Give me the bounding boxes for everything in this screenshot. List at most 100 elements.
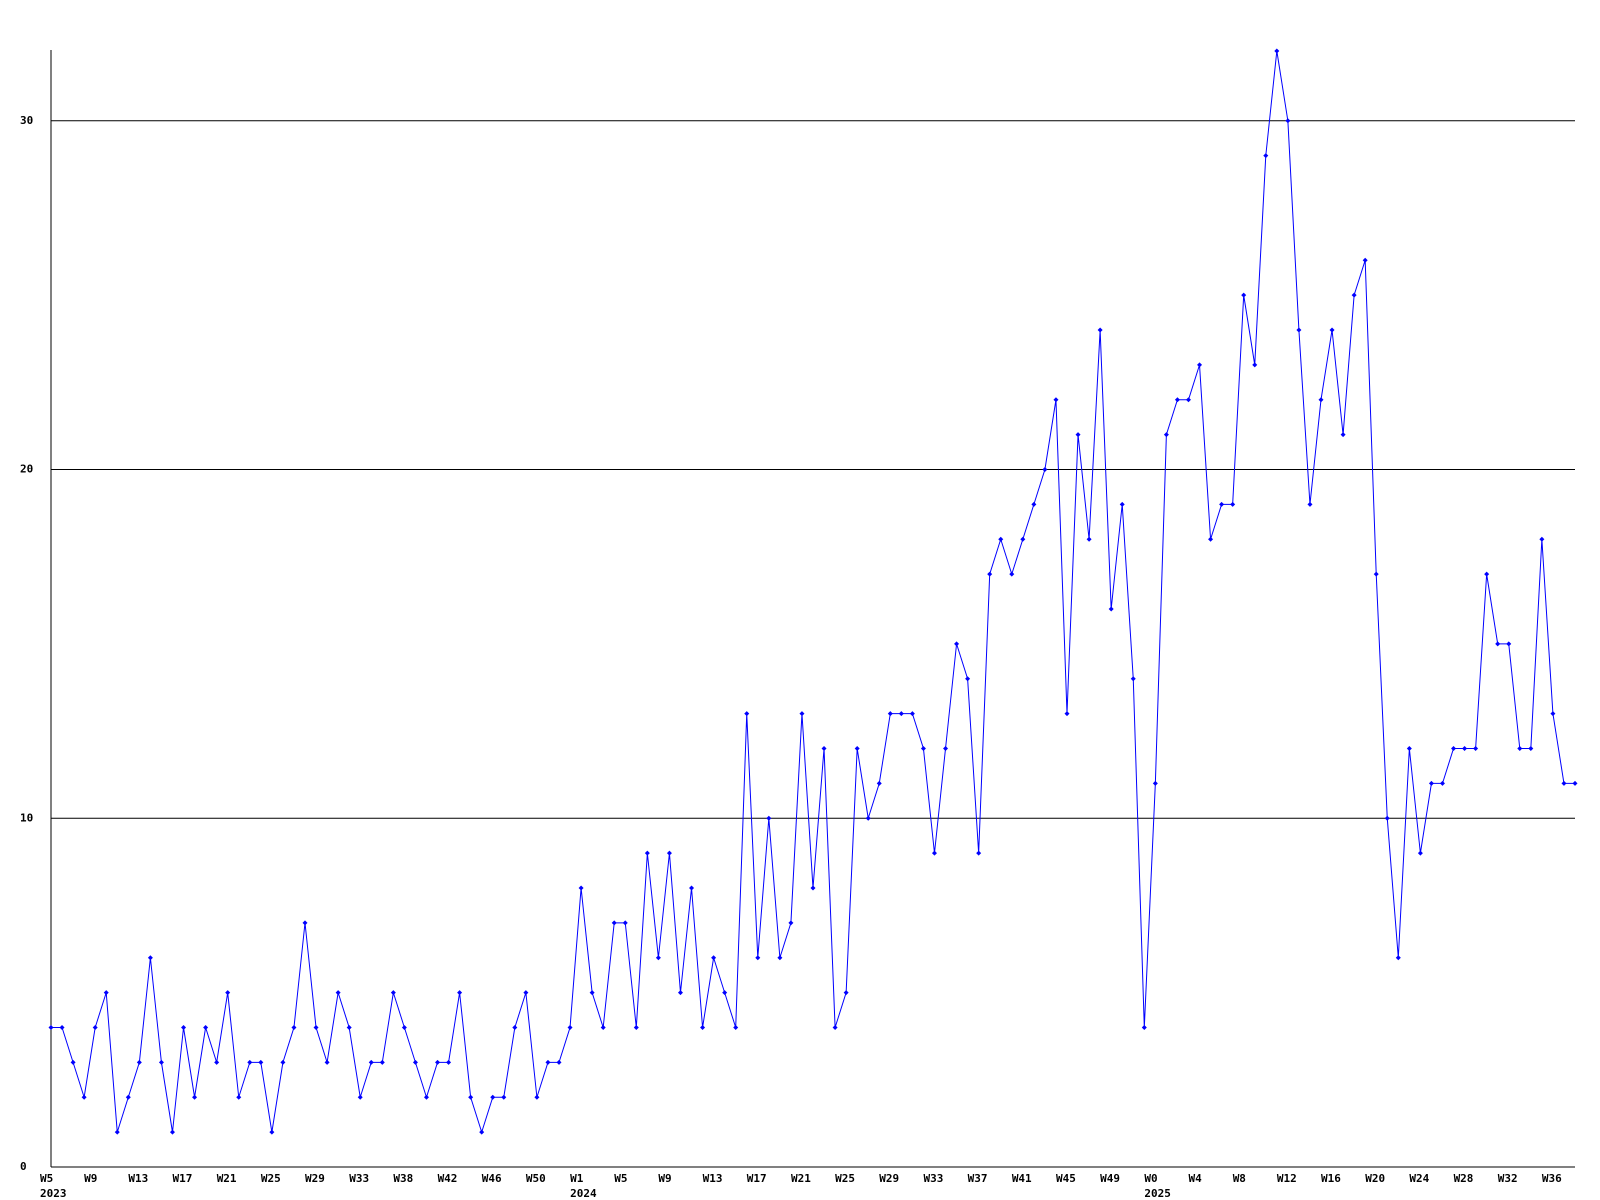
x-tick-label: W17 (173, 1172, 193, 1185)
data-point (1417, 850, 1423, 856)
data-point (412, 1059, 418, 1065)
data-point (1473, 746, 1479, 751)
data-point (291, 1025, 297, 1030)
data-point (203, 1025, 209, 1030)
data-point (92, 1025, 98, 1030)
data-point (479, 1129, 485, 1135)
data-point (545, 1059, 551, 1065)
x-tick-label: W9 (84, 1172, 97, 1185)
data-point (677, 990, 683, 996)
x-tick-label: W5 (40, 1172, 53, 1185)
x-tick-label: W5 (614, 1172, 627, 1185)
x-tick-label: W0 (1144, 1172, 1157, 1185)
x-tick-label: W25 (835, 1172, 855, 1185)
x-tick-label: W4 (1189, 1172, 1203, 1185)
data-point (810, 885, 816, 891)
data-point (1451, 746, 1457, 751)
data-point (1561, 780, 1567, 786)
data-point (225, 990, 231, 996)
data-point (534, 1094, 540, 1100)
data-point (1174, 397, 1180, 403)
data-point (1528, 746, 1534, 751)
x-year-label: 2025 (1144, 1187, 1171, 1200)
data-point (390, 990, 396, 996)
x-tick-label: W41 (1012, 1172, 1032, 1185)
data-point (446, 1059, 452, 1065)
data-point (280, 1059, 286, 1065)
x-tick-label: W12 (1277, 1172, 1297, 1185)
data-point (181, 1025, 187, 1030)
data-point (1439, 780, 1445, 786)
data-point (103, 990, 109, 996)
data-point (1031, 501, 1037, 507)
data-point (1108, 606, 1114, 612)
data-point (346, 1025, 352, 1030)
data-point (81, 1094, 87, 1100)
x-tick-label: W9 (658, 1172, 671, 1185)
data-point (501, 1094, 507, 1100)
data-point (236, 1094, 242, 1100)
data-point (313, 1025, 319, 1030)
data-point (59, 1025, 65, 1030)
data-point (1086, 536, 1092, 542)
x-tick-label: W32 (1498, 1172, 1518, 1185)
data-point (457, 990, 463, 996)
data-point (1064, 711, 1070, 717)
data-point (1329, 327, 1335, 333)
data-point (490, 1094, 496, 1100)
data-point (335, 990, 341, 996)
data-point (1141, 1025, 1147, 1030)
data-point (523, 990, 529, 996)
data-point (125, 1094, 131, 1100)
data-point (1009, 571, 1015, 577)
data-point (1384, 815, 1390, 821)
x-tick-label: W45 (1056, 1172, 1076, 1185)
data-point (755, 955, 761, 961)
data-point (401, 1025, 407, 1030)
data-point (1130, 676, 1136, 682)
data-point (898, 711, 904, 717)
data-point (777, 955, 783, 961)
x-tick-label: W8 (1233, 1172, 1246, 1185)
data-point (965, 676, 971, 682)
data-point (1462, 746, 1468, 751)
data-point (700, 1025, 706, 1030)
x-tick-label: W21 (217, 1172, 237, 1185)
data-point (1395, 955, 1401, 961)
data-point (744, 711, 750, 717)
data-point (1219, 501, 1225, 507)
y-tick-label: 0 (20, 1160, 27, 1173)
data-point (169, 1129, 175, 1135)
x-tick-label: W13 (703, 1172, 723, 1185)
data-point (733, 1025, 739, 1030)
x-tick-label: W29 (879, 1172, 899, 1185)
x-year-label: 2023 (40, 1187, 67, 1200)
x-tick-label: W36 (1542, 1172, 1562, 1185)
data-point (766, 815, 772, 821)
data-point (357, 1094, 363, 1100)
data-point (1163, 432, 1169, 438)
data-point (302, 920, 308, 926)
data-point (1075, 432, 1081, 438)
data-point (136, 1059, 142, 1065)
data-point (843, 990, 849, 996)
data-point (1274, 48, 1280, 54)
data-point (1020, 536, 1026, 542)
x-tick-label: W17 (747, 1172, 767, 1185)
data-point (799, 711, 805, 717)
data-point (1197, 362, 1203, 368)
data-point (512, 1025, 518, 1030)
x-tick-label: W20 (1365, 1172, 1385, 1185)
data-point (788, 920, 794, 926)
data-point (269, 1129, 275, 1135)
x-tick-label: W29 (305, 1172, 325, 1185)
data-point (1230, 501, 1236, 507)
data-point (147, 955, 153, 961)
data-point (1042, 467, 1048, 472)
data-point (1362, 257, 1368, 263)
data-point (1340, 432, 1346, 438)
data-point (214, 1059, 220, 1065)
data-point (192, 1094, 198, 1100)
